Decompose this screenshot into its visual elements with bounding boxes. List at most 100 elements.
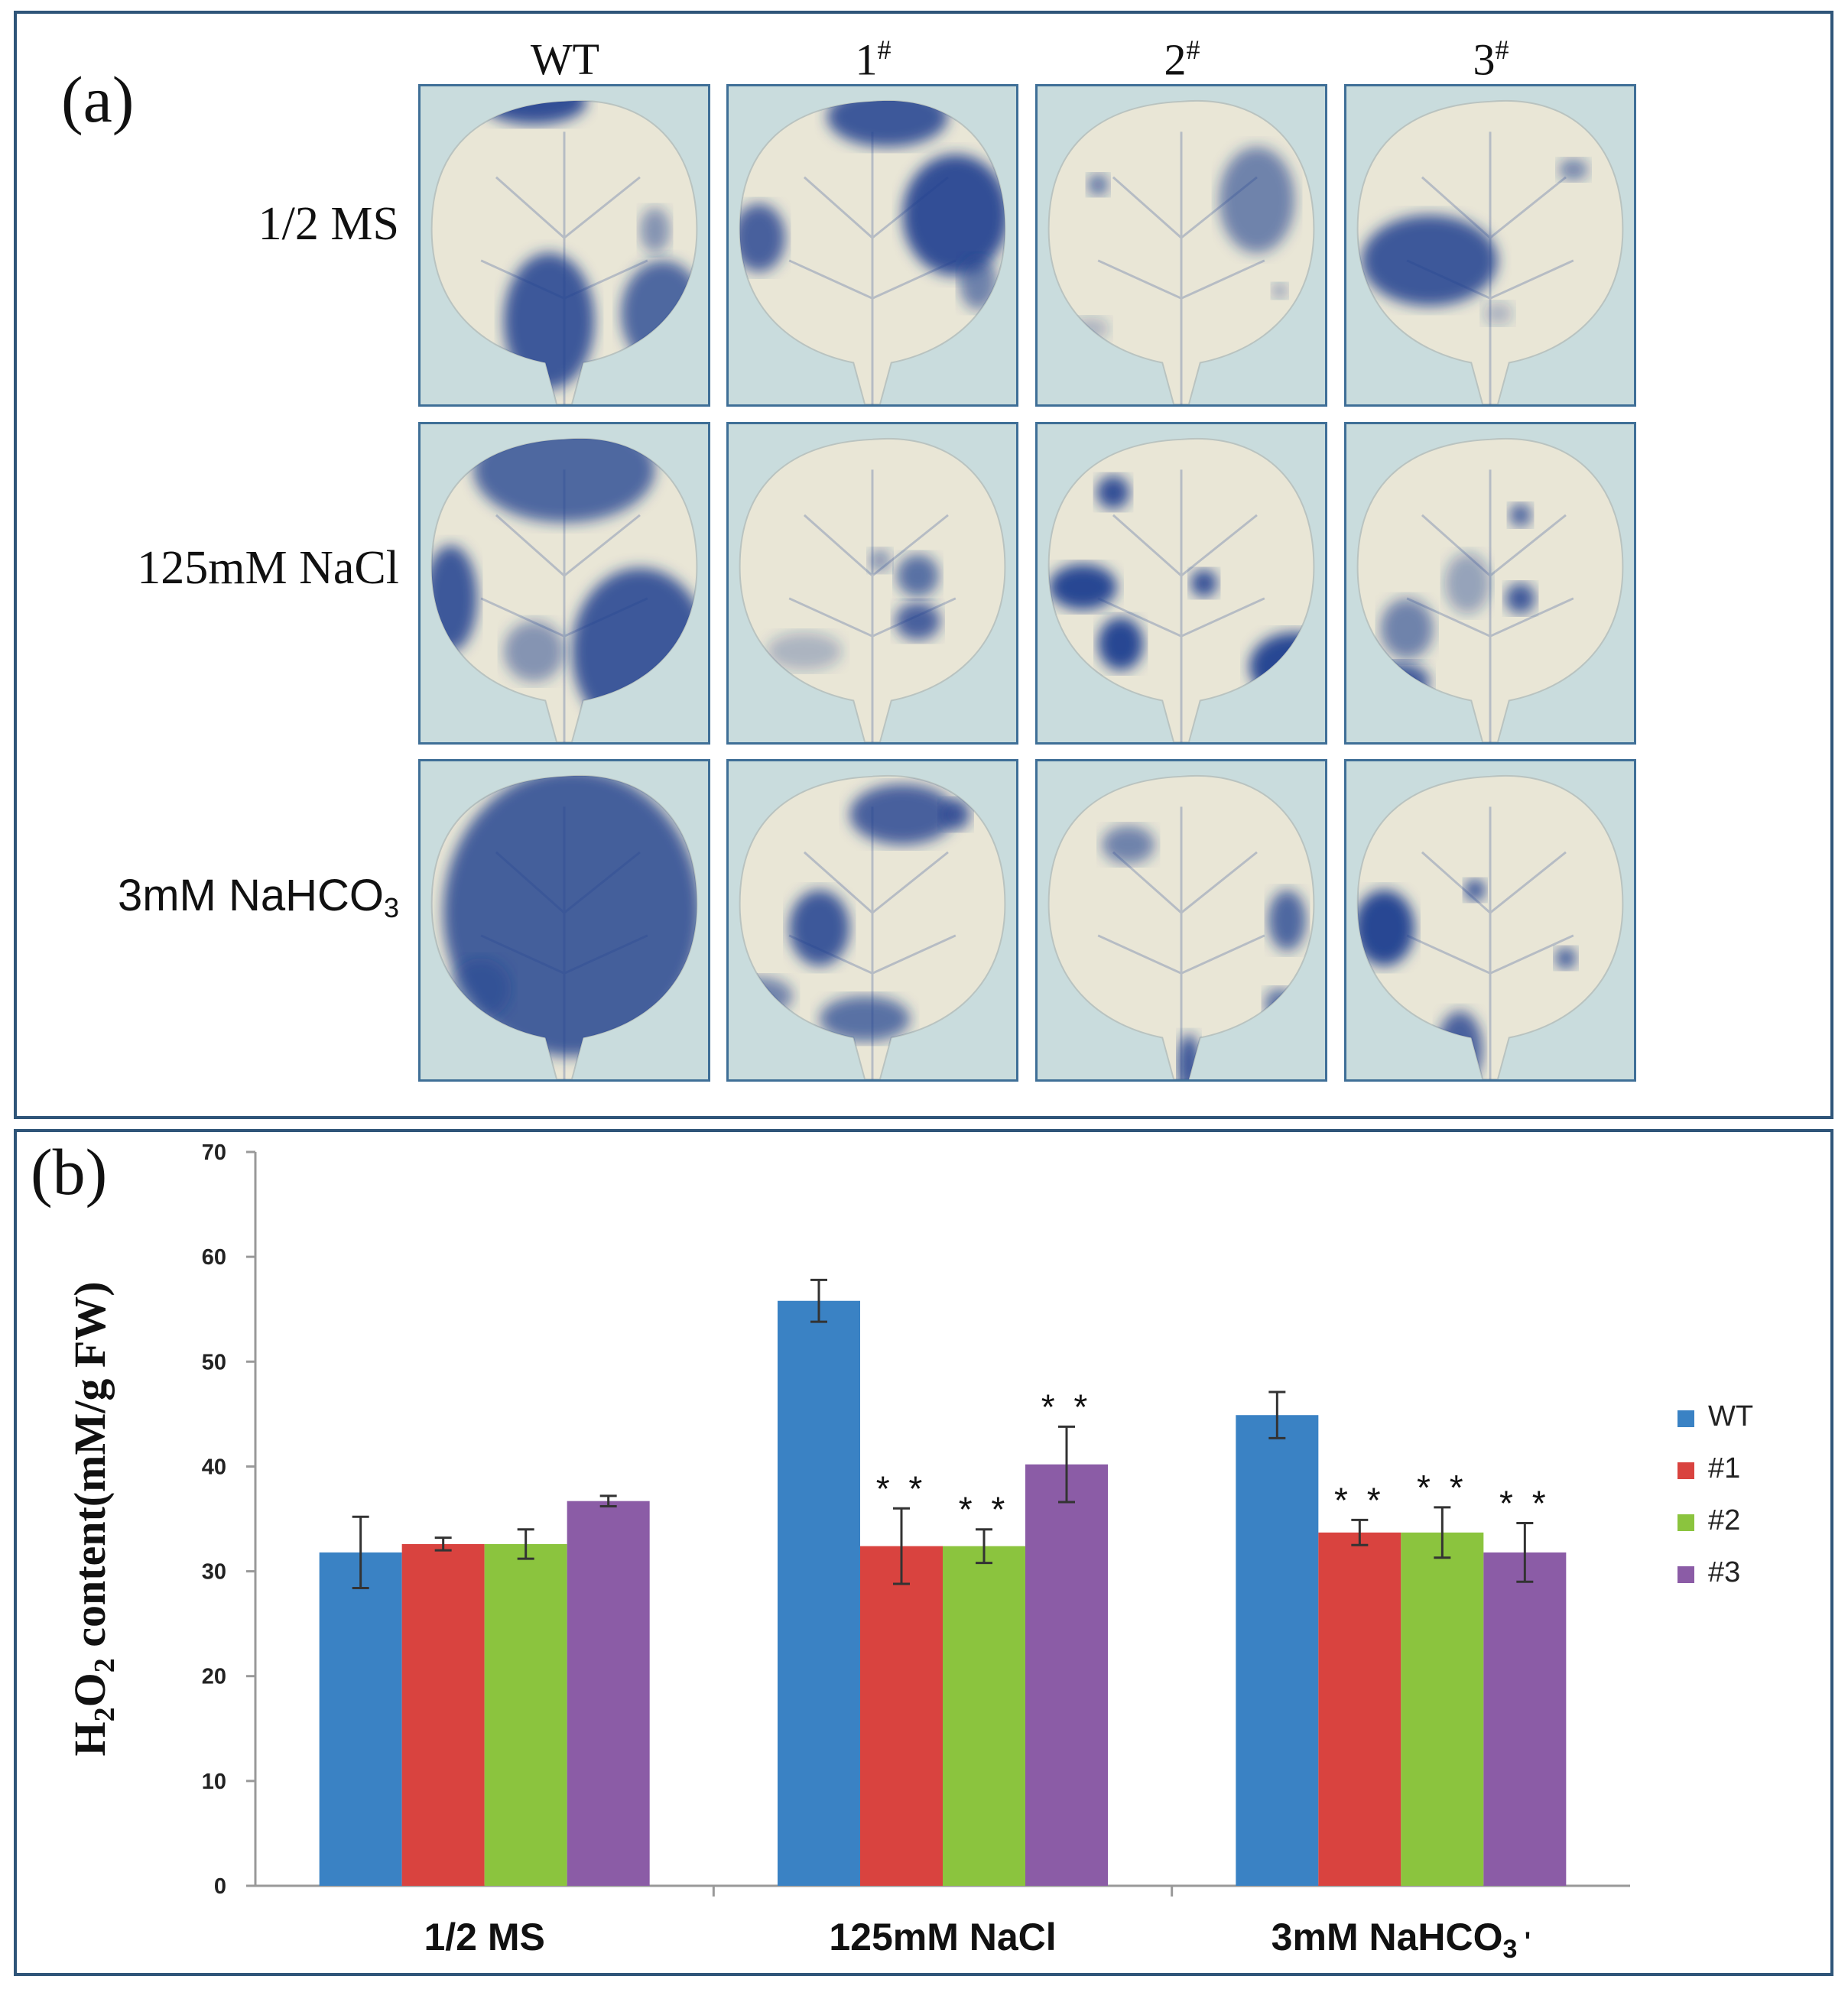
bar (1025, 1464, 1108, 1886)
stain-spot (1357, 890, 1415, 966)
row-label-text: 1/2 MS (258, 198, 399, 250)
stain-spot (1380, 598, 1434, 660)
legend-swatch (1677, 1462, 1694, 1479)
x-category-label-suffix: ' (1517, 1927, 1531, 1956)
leaf-stain-image (726, 422, 1018, 745)
stain-spot (902, 154, 1005, 276)
y-axis-label: H2O2 content(mM/g FW) (65, 1281, 121, 1756)
y-tick-label: 10 (202, 1770, 226, 1794)
stain-spot (895, 602, 941, 641)
bar (1318, 1532, 1401, 1886)
stain-spot (940, 799, 971, 830)
row-label: 125mM NaCl (17, 541, 399, 595)
row-label: 3mM NaHCO3 (17, 870, 399, 924)
significance-marker: * * (1417, 1468, 1468, 1507)
legend-swatch (1677, 1410, 1694, 1427)
stain-spot (1096, 475, 1130, 509)
stain-spot (959, 256, 998, 310)
leaf-stain-image (1035, 422, 1327, 745)
leaf-vein (480, 131, 648, 404)
stain-spot (789, 890, 850, 966)
leaf-stain-image (418, 84, 710, 407)
y-tick-label: 20 (202, 1665, 226, 1689)
stain-spot (1272, 283, 1288, 299)
stain-spot (1268, 890, 1307, 951)
stain-spot (1509, 504, 1532, 527)
leaf-vein (1406, 469, 1574, 742)
significance-marker: * * (1334, 1480, 1385, 1520)
stain-spot (1048, 564, 1117, 610)
stain-spot (896, 554, 940, 597)
bar (401, 1543, 485, 1886)
bar (484, 1543, 567, 1886)
stain-spot (1483, 302, 1513, 325)
bar (1483, 1552, 1567, 1886)
column-label: WT (418, 34, 712, 85)
bar (778, 1300, 860, 1886)
column-label-text: WT (530, 34, 600, 84)
row-label-subscript: 3 (384, 891, 399, 923)
x-category-label: 125mM NaCl (829, 1916, 1056, 1958)
y-axis-label-part: content(mM/g FW) (65, 1281, 115, 1658)
leaf-stain-image (1344, 422, 1636, 745)
y-tick-label: 50 (202, 1350, 226, 1374)
stain-spot (1361, 215, 1498, 307)
leaf-stain-image (726, 84, 1018, 407)
leaf-vein (1097, 131, 1265, 404)
row-label: 1/2 MS (17, 197, 399, 251)
leaf-vein (1406, 131, 1574, 404)
panel-a: (a) WT 1# 2# 3# 1/2 MS 125mM NaCl 3mM NaHCO3 (14, 11, 1833, 1119)
y-tick-label: 0 (214, 1874, 226, 1899)
leaf-stain-image (418, 422, 710, 745)
y-axis-label-part: 2 (89, 1707, 121, 1721)
x-category-label: 3mM NaHCO3 ' (1272, 1916, 1531, 1964)
leaf-shape (1356, 437, 1624, 742)
stain-spot (1102, 826, 1155, 864)
stain-spot (1190, 569, 1218, 597)
row-label-text: 125mM NaCl (137, 542, 399, 594)
column-label-superscript: # (1186, 34, 1200, 65)
column-label-text: 2 (1164, 34, 1187, 85)
leaf-vein (788, 469, 956, 742)
stain-spot (1558, 159, 1589, 180)
stain-spot (1098, 617, 1144, 670)
legend-swatch (1677, 1566, 1694, 1583)
stain-spot (1464, 879, 1486, 901)
x-category-label-text: 3mM NaHCO (1272, 1916, 1503, 1958)
significance-marker: * * (1041, 1387, 1093, 1426)
leaf-vein (480, 469, 648, 742)
stain-spot (739, 203, 786, 272)
y-tick-label: 40 (202, 1455, 226, 1479)
stain-spot (1219, 147, 1295, 253)
y-axis-label-part: O (65, 1673, 115, 1707)
x-category-label-text: 125mM NaCl (829, 1916, 1056, 1958)
stain-spot (639, 207, 671, 253)
y-tick-label: 70 (202, 1141, 226, 1165)
stain-spot (766, 632, 843, 670)
bar (860, 1546, 943, 1886)
y-axis-label-part: 2 (89, 1658, 121, 1673)
leaf-shape (739, 774, 1006, 1079)
leaf-vein (1406, 806, 1574, 1079)
leaf-stain-image (1035, 759, 1327, 1082)
stain-spot (1087, 174, 1109, 196)
stain-spot (1555, 947, 1577, 969)
stain-spot (1178, 1033, 1200, 1079)
significance-marker: * * (1499, 1483, 1551, 1523)
leaf-vein (788, 806, 956, 1079)
y-axis-label-part: H (65, 1721, 115, 1756)
column-label-superscript: # (1495, 34, 1509, 65)
significance-marker: * * (876, 1468, 927, 1508)
bar (1236, 1415, 1319, 1886)
x-category-label-text: 1/2 MS (424, 1916, 544, 1958)
y-tick-label: 30 (202, 1560, 226, 1585)
leaf-stain-image (418, 759, 710, 1082)
column-label-superscript: # (877, 34, 892, 65)
stain-spot (503, 252, 595, 390)
leaf-shape (1356, 774, 1624, 1079)
stain-spot (869, 549, 892, 573)
leaf-vein (1097, 469, 1265, 742)
panel-b: (b) 0 10 20 30 40 50 60 70 H2O2 content(mM/g FW)… (14, 1129, 1833, 1976)
stain-spot (849, 784, 956, 845)
legend-swatch (1677, 1514, 1694, 1531)
